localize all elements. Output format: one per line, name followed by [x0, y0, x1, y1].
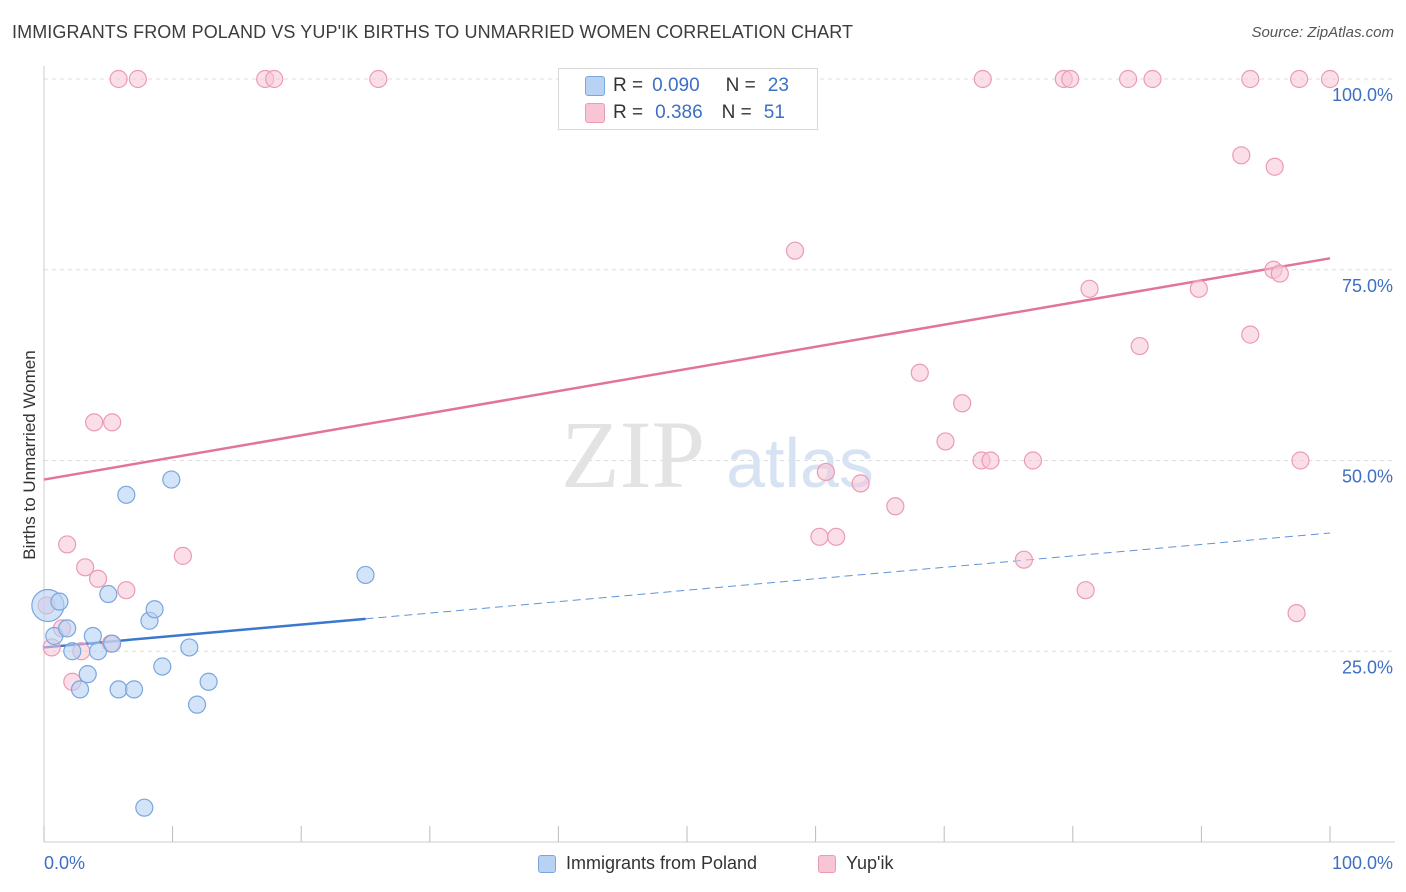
data-point-yupik: [1061, 69, 1080, 89]
data-point-yupik: [76, 558, 95, 577]
data-point-yupik: [1143, 69, 1162, 89]
data-point-yupik: [103, 413, 122, 432]
data-point-yupik: [851, 474, 870, 493]
data-point-yupik: [1014, 550, 1034, 569]
legend-r-value: 0.090: [652, 75, 700, 96]
tick-labels: 25.0% 50.0% 75.0% 100.0% 0.0% 100.0%: [44, 85, 1393, 873]
source-label: Source: ZipAtlas.com: [1251, 24, 1394, 41]
watermark-atlas: atlas: [726, 424, 874, 502]
data-point-poland: [99, 584, 118, 604]
data-point-yupik: [1270, 264, 1289, 283]
legend-label-poland: Immigrants from Poland: [566, 853, 758, 873]
data-point-poland: [145, 600, 164, 619]
data-point-yupik: [1189, 279, 1208, 298]
data-point-yupik: [827, 527, 846, 546]
data-point-poland: [109, 680, 128, 699]
data-point-poland: [135, 798, 154, 817]
data-point-yupik: [1265, 157, 1284, 176]
x-tick-label: 0.0%: [44, 853, 85, 873]
series-legend: Immigrants from Poland Yup'ik: [0, 851, 1406, 879]
data-point-yupik: [1080, 279, 1099, 298]
y-tick-label: 25.0%: [1342, 657, 1393, 677]
data-point-yupik: [58, 535, 77, 554]
trend-line-yupik: [43, 257, 1331, 481]
data-point-yupik: [369, 69, 388, 89]
data-point-poland: [199, 672, 218, 691]
y-tick-label: 75.0%: [1342, 276, 1393, 296]
legend-n-value: 51: [763, 102, 785, 123]
data-point-poland: [103, 634, 122, 653]
data-point-poland: [83, 626, 102, 646]
legend-n-label: N =: [725, 75, 756, 96]
data-point-yupik: [785, 241, 805, 260]
data-point-yupik: [1320, 69, 1340, 89]
legend-n-value: 23: [767, 75, 789, 96]
data-point-yupik: [1130, 336, 1149, 356]
data-point-poland: [58, 619, 77, 638]
legend-swatch-blue: [538, 854, 556, 873]
data-point-yupik: [128, 69, 147, 89]
correlation-legend: R = 0.090 N = 23 R = 0.386 N = 51: [558, 68, 818, 130]
legend-item-yupik[interactable]: Yup'ik: [818, 853, 893, 874]
y-tick-label: 50.0%: [1342, 467, 1393, 487]
legend-swatch-pink: [818, 854, 836, 873]
data-point-yupik: [1291, 451, 1310, 470]
data-point-yupik: [886, 497, 905, 516]
data-point-yupik: [1023, 451, 1043, 470]
data-point-poland: [187, 695, 207, 714]
data-point-poland: [88, 642, 108, 661]
legend-label-yupik: Yup'ik: [846, 853, 894, 873]
data-point-poland: [180, 638, 199, 657]
data-point-poland: [70, 680, 90, 699]
data-point-yupik: [1287, 603, 1306, 623]
data-point-yupik: [936, 432, 955, 451]
data-point-yupik: [816, 462, 835, 482]
x-tick-label: 100.0%: [1332, 853, 1393, 873]
y-tick-label: 100.0%: [1332, 85, 1393, 105]
data-point-yupik: [265, 69, 284, 89]
legend-row-poland: R = 0.090 N = 23: [585, 73, 789, 99]
data-point-poland: [50, 592, 69, 611]
data-point-poland: [356, 565, 375, 585]
gridlines: [44, 78, 1395, 652]
axes: [43, 66, 1395, 843]
data-point-poland: [117, 485, 136, 504]
data-point-poland: [63, 642, 82, 661]
legend-item-poland[interactable]: Immigrants from Poland: [538, 853, 757, 874]
data-point-poland: [153, 657, 172, 676]
legend-r-label: R =: [613, 75, 644, 96]
y-axis-label: Births to Unmarried Women: [20, 350, 39, 560]
watermark-zip: ZIP: [561, 401, 705, 508]
data-point-yupik: [1076, 581, 1095, 600]
data-point-yupik: [1290, 69, 1309, 89]
data-point-yupik: [85, 413, 104, 432]
data-point-yupik: [88, 569, 108, 588]
legend-swatch-blue: [585, 76, 605, 96]
data-point-yupik: [1232, 146, 1251, 165]
data-point-yupik: [1118, 69, 1138, 89]
data-point-yupik: [117, 581, 136, 600]
data-point-poland: [124, 680, 144, 699]
data-point-yupik: [1241, 69, 1260, 89]
legend-swatch-pink: [585, 103, 605, 123]
legend-r-value: 0.386: [655, 102, 703, 123]
data-point-poland: [78, 665, 97, 684]
data-point-yupik: [973, 69, 992, 89]
data-points: [31, 69, 1340, 817]
legend-n-label: N =: [721, 102, 752, 123]
legend-row-yupik: R = 0.386 N = 51: [585, 100, 785, 126]
data-point-yupik: [910, 363, 929, 382]
data-point-yupik: [810, 527, 829, 546]
data-point-yupik: [953, 394, 972, 413]
data-point-yupik: [981, 451, 1000, 470]
watermark: ZIP atlas: [561, 401, 874, 508]
chart-title: IMMIGRANTS FROM POLAND VS YUP'IK BIRTHS …: [12, 22, 854, 42]
data-point-yupik: [173, 546, 192, 565]
legend-r-label: R =: [613, 102, 644, 123]
data-point-yupik: [109, 69, 128, 89]
data-point-yupik: [1241, 325, 1260, 344]
trend-line-poland-extrapolated: [365, 532, 1331, 620]
data-point-poland: [162, 470, 181, 489]
